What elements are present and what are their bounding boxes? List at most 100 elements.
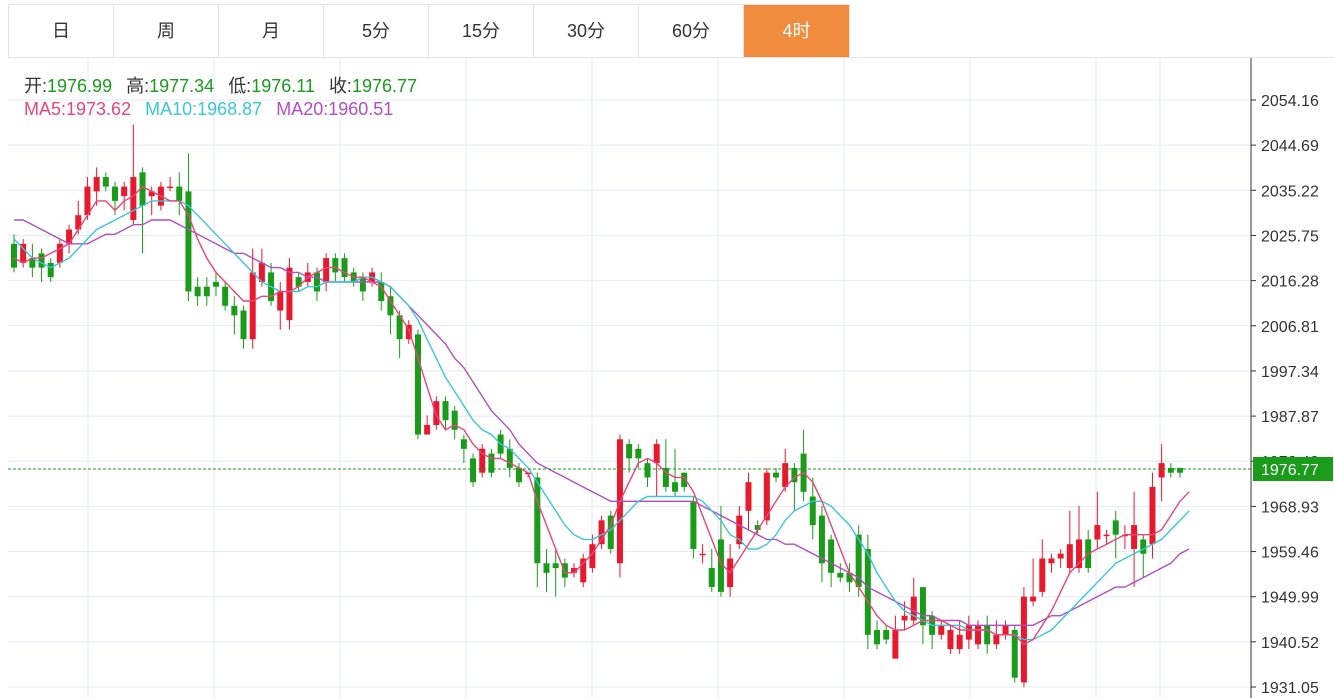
tab-week[interactable]: 周 xyxy=(114,5,219,57)
candle-body xyxy=(121,186,128,197)
candle-body xyxy=(672,482,679,492)
candle-body xyxy=(883,630,890,640)
candle-body xyxy=(736,515,743,545)
candle-body xyxy=(38,253,45,268)
tab-day[interactable]: 日 xyxy=(9,5,114,57)
candle-body xyxy=(460,439,467,449)
candle-body xyxy=(1002,625,1009,635)
candle-body xyxy=(580,558,587,583)
candle-body xyxy=(644,463,651,478)
candle-body xyxy=(754,525,761,530)
candle-body xyxy=(598,520,605,545)
candle-body xyxy=(864,548,871,635)
candle-body xyxy=(341,258,348,278)
candle-body xyxy=(75,215,82,230)
tabs-underline xyxy=(848,57,1334,58)
candle-body xyxy=(176,186,183,201)
candle-body xyxy=(1057,553,1064,559)
candle-body xyxy=(222,286,229,306)
candle-body xyxy=(102,177,109,187)
candle-body xyxy=(717,539,724,592)
y-tick-label: 2006.81 xyxy=(1261,319,1319,336)
candle-body xyxy=(332,258,339,273)
candle-body xyxy=(1112,520,1119,535)
candle-body xyxy=(167,186,174,189)
candle-body xyxy=(405,324,412,340)
high-label: 高: xyxy=(126,76,150,96)
tab-15min[interactable]: 15分 xyxy=(429,5,534,57)
candle-body xyxy=(396,315,403,340)
candle-body xyxy=(1103,534,1110,537)
candle-body xyxy=(515,467,522,483)
y-tick-label: 1940.52 xyxy=(1261,635,1319,652)
candle-body xyxy=(993,634,1000,645)
candle-body xyxy=(745,482,752,511)
candle-body xyxy=(910,596,917,621)
candle-body xyxy=(1140,539,1147,554)
candle-body xyxy=(84,186,91,216)
candle-body xyxy=(708,568,715,588)
tab-60min[interactable]: 60分 xyxy=(639,5,744,57)
open-value: 1976.99 xyxy=(47,76,113,96)
candle-body xyxy=(947,630,954,650)
candle-body xyxy=(561,563,568,578)
y-tick-label: 2035.22 xyxy=(1261,183,1319,200)
ma5-line xyxy=(13,185,1190,646)
candle-body xyxy=(387,296,394,316)
y-tick-label: 1987.87 xyxy=(1261,409,1319,426)
candle-body xyxy=(763,472,770,521)
candle-body xyxy=(690,501,697,549)
candle-body xyxy=(231,305,238,316)
tab-month[interactable]: 月 xyxy=(219,5,324,57)
candle-body xyxy=(66,229,73,244)
candle-body xyxy=(681,472,688,487)
close-label: 收: xyxy=(328,76,352,96)
candle-body xyxy=(29,258,36,268)
candle-body xyxy=(892,630,899,659)
candle-body xyxy=(938,625,945,635)
candle-body xyxy=(809,496,816,526)
candle-body xyxy=(635,448,642,459)
candle-body xyxy=(295,277,302,287)
candle-body xyxy=(1066,544,1073,569)
tab-5min[interactable]: 5分 xyxy=(324,5,429,57)
candle-body xyxy=(130,177,137,220)
ohlc-readout: 开:1976.99 高:1977.34 低:1976.11 收:1976.77 xyxy=(24,72,417,98)
ma10-value: 1968.87 xyxy=(197,99,263,119)
tab-30min[interactable]: 30分 xyxy=(534,5,639,57)
candle-body xyxy=(93,177,100,192)
candle-body xyxy=(148,191,155,197)
candle-body xyxy=(1011,630,1018,678)
candle-body xyxy=(11,243,17,268)
candle-body xyxy=(919,587,926,626)
candle-body xyxy=(552,563,559,569)
candle-body xyxy=(782,463,789,487)
candle-body xyxy=(662,467,669,487)
candle-body xyxy=(139,172,146,206)
candle-body xyxy=(323,258,330,282)
candle-body xyxy=(901,615,908,621)
candle-body xyxy=(47,262,54,278)
candle-body xyxy=(791,467,798,483)
candle-body xyxy=(194,286,201,297)
candle-body xyxy=(589,544,596,569)
candle-body xyxy=(828,539,835,573)
tab-4hour[interactable]: 4时 xyxy=(744,5,849,57)
candle-body xyxy=(424,424,431,435)
candle-body xyxy=(773,472,780,478)
candle-body xyxy=(699,553,706,556)
period-tabs: 日 周 月 5分 15分 30分 60分 4时 xyxy=(8,4,850,58)
low-value: 1976.11 xyxy=(251,76,315,96)
ma20-label: MA20: xyxy=(276,99,329,119)
candle-body xyxy=(956,634,963,650)
candle-body xyxy=(249,272,256,340)
candle-body xyxy=(203,286,210,297)
ma20-line xyxy=(14,219,1190,626)
candle-body xyxy=(258,262,265,282)
candle-body xyxy=(653,444,660,464)
candle-body xyxy=(984,625,991,645)
y-tick-label: 1997.34 xyxy=(1261,364,1319,381)
candle-body xyxy=(818,515,825,564)
y-tick-label: 2025.75 xyxy=(1261,228,1319,245)
